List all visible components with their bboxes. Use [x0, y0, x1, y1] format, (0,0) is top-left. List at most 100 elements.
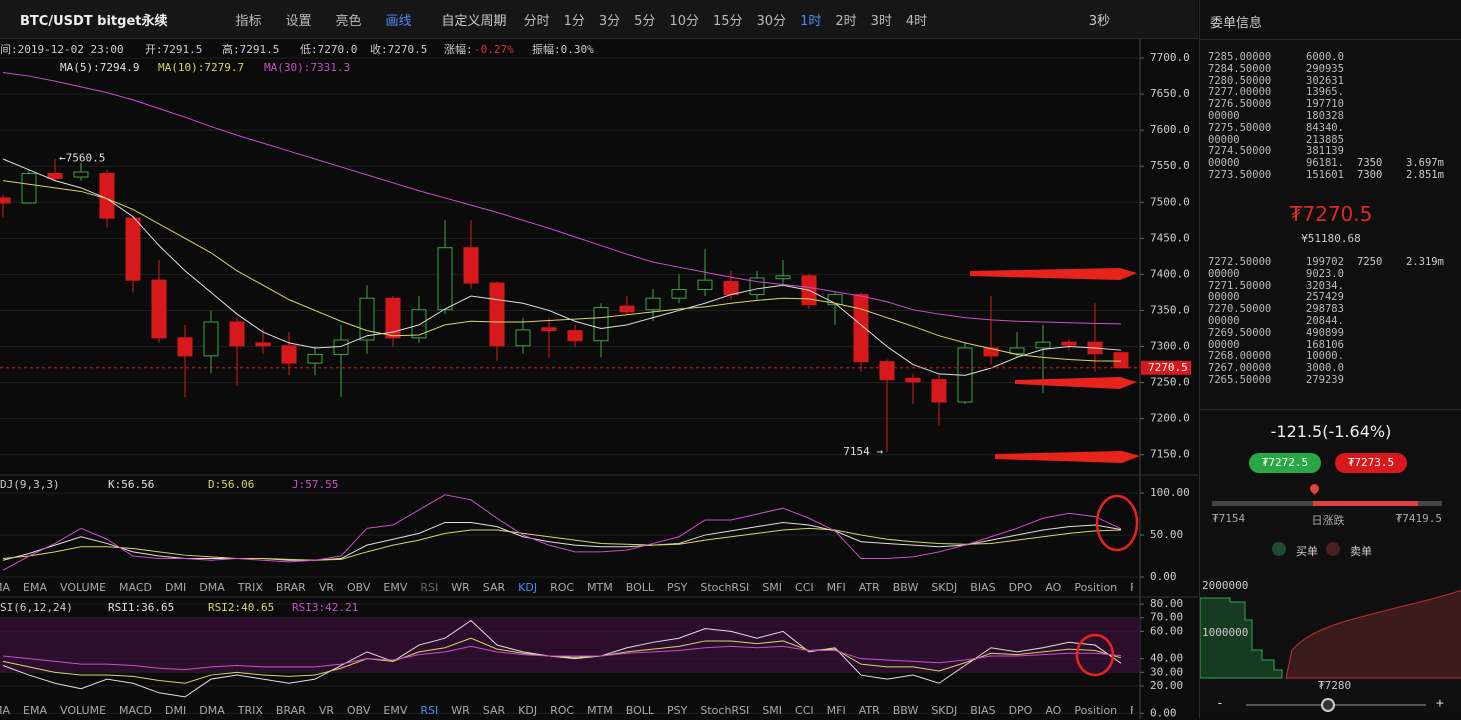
indicator-tab[interactable]: BIAS	[970, 704, 996, 717]
indicator-tab[interactable]: SAR	[482, 704, 506, 717]
zoom-handle[interactable]	[1321, 698, 1335, 712]
indicator-tab[interactable]: BOLL	[625, 704, 655, 717]
indicator-tab[interactable]: MFI	[826, 704, 846, 717]
indicator-tab[interactable]: StochRSI	[700, 704, 750, 717]
arrow	[995, 451, 1140, 463]
indicator-tab[interactable]: EMA	[23, 704, 47, 717]
sell-button[interactable]: ₮7273.5	[1335, 453, 1407, 473]
indicator-tab[interactable]: ROC	[550, 704, 575, 717]
period[interactable]: 15分	[712, 13, 743, 29]
y-tick-label: 0.00	[1150, 570, 1177, 583]
period[interactable]: 3时	[870, 13, 892, 29]
indicator-tab[interactable]: DMI	[165, 581, 187, 594]
indicator-tab[interactable]: SMI	[762, 704, 783, 717]
tool[interactable]: 亮色	[335, 13, 362, 29]
indicator-tab[interactable]: SMI	[762, 581, 783, 594]
indicator-tab[interactable]: DPO	[1008, 581, 1033, 594]
period[interactable]: 4时	[905, 13, 928, 29]
indicator-tab[interactable]: AO	[1045, 704, 1062, 717]
refresh[interactable]: 3秒	[1088, 13, 1110, 29]
indicator-tab[interactable]: MACD	[119, 581, 153, 594]
candle-body	[177, 337, 193, 357]
indicator-tab[interactable]: TRIX	[237, 581, 263, 594]
period[interactable]: 3分	[598, 13, 621, 29]
indicator-tab[interactable]: OBV	[347, 581, 371, 594]
indicator-tab[interactable]: Position	[1074, 704, 1118, 717]
indicator-tab[interactable]: VOLUME	[59, 704, 107, 717]
indicator-tab[interactable]: ROC	[550, 581, 575, 594]
indicator-tab[interactable]: EMA	[23, 581, 47, 594]
indicator-tab[interactable]: WR	[451, 704, 470, 717]
indicator-tab[interactable]: DMA	[199, 581, 225, 594]
indicator-tab[interactable]: VOLUME	[59, 581, 107, 594]
indicator-tab[interactable]: BRAR	[275, 581, 306, 594]
period[interactable]: 1时	[800, 13, 822, 29]
ob-cell: 257429	[1306, 291, 1344, 304]
period[interactable]: 30分	[756, 13, 787, 29]
period[interactable]: 10分	[669, 13, 699, 29]
period[interactable]: 分时	[523, 13, 550, 29]
ob-row: 00000 257429	[1208, 291, 1458, 303]
candle-body	[593, 307, 609, 342]
indicator-tab[interactable]: DMA	[199, 704, 225, 717]
indicator-tab[interactable]: VR	[318, 704, 334, 717]
indicator-tab[interactable]: ATR	[858, 704, 880, 717]
period[interactable]: 1分	[563, 13, 585, 29]
indicator-tab[interactable]: RSI	[420, 704, 439, 717]
candle-body	[1035, 341, 1051, 349]
max-label: ←7560.5	[59, 152, 105, 165]
indicator-tab[interactable]: Fundflow	[1130, 704, 1133, 720]
buy-button[interactable]: ₮7272.5	[1249, 453, 1321, 473]
indicator-tab[interactable]: SKDJ	[931, 581, 958, 594]
indicator-tab[interactable]: KDJ	[518, 704, 538, 717]
indicator-tab[interactable]: BIAS	[970, 581, 996, 594]
indicator-tab[interactable]: MA	[0, 581, 11, 594]
indicator-tab[interactable]: PSY	[667, 581, 688, 594]
indicator-tab[interactable]: DPO	[1008, 704, 1033, 717]
indicator-tab[interactable]: KDJ	[518, 581, 538, 594]
indicator-tab[interactable]: MA	[0, 704, 11, 717]
indicator-tab[interactable]: OBV	[347, 704, 371, 717]
indicator-tab[interactable]: WR	[451, 581, 470, 594]
indicator-tab[interactable]: Fundflow	[1130, 581, 1133, 597]
period-menu[interactable]: 自定义周期	[441, 13, 507, 29]
ob-cell: 7270.50000	[1208, 303, 1272, 316]
indicator-tab[interactable]: ATR	[858, 581, 880, 594]
zoom-in[interactable]: +	[1436, 696, 1444, 711]
indicator-tab[interactable]: SAR	[482, 581, 506, 594]
indicator-tab[interactable]: EMV	[383, 704, 408, 717]
zoom-out[interactable]: -	[1216, 696, 1224, 711]
indicator-tab[interactable]: BBW	[892, 581, 919, 594]
ob-row: 00000 9023.0	[1208, 268, 1458, 280]
indicator-tab[interactable]: AO	[1045, 581, 1062, 594]
indicator-tab[interactable]: CCI	[795, 581, 814, 594]
indicator-tab[interactable]: BRAR	[275, 704, 306, 717]
indicator-tab[interactable]: RSI	[420, 581, 439, 594]
indicator-tab[interactable]: DMI	[165, 704, 187, 717]
indicator-tab[interactable]: Position	[1074, 581, 1118, 594]
indicator-tab[interactable]: MFI	[826, 581, 846, 594]
indicator-tab[interactable]: VR	[318, 581, 334, 594]
ob-row: 7271.50000 32034.	[1208, 280, 1458, 292]
indicator-tab[interactable]: MTM	[587, 581, 613, 594]
indicator-tab[interactable]: TRIX	[237, 704, 263, 717]
candle-body	[905, 377, 921, 383]
tool[interactable]: 设置	[285, 13, 312, 29]
indicator-tab[interactable]: MACD	[119, 704, 153, 717]
indicator-tab[interactable]: PSY	[667, 704, 688, 717]
tool[interactable]: 画线	[385, 13, 412, 29]
symbol[interactable]: BTC/USDT bitget永续	[20, 13, 168, 29]
ob-cell: 7265.50000	[1208, 374, 1272, 386]
indicator-tab[interactable]: BOLL	[625, 581, 655, 594]
indicator-tab[interactable]: MTM	[587, 704, 613, 717]
ob-cell: 7277.00000	[1208, 86, 1272, 99]
plot-bg	[0, 38, 1140, 719]
tool[interactable]: 指标	[235, 13, 262, 29]
indicator-tab[interactable]: StochRSI	[700, 581, 750, 594]
indicator-tab[interactable]: CCI	[795, 704, 814, 717]
indicator-tab[interactable]: SKDJ	[931, 704, 958, 717]
indicator-tab[interactable]: EMV	[383, 581, 408, 594]
indicator-tab[interactable]: BBW	[892, 704, 919, 717]
period[interactable]: 5分	[634, 13, 656, 29]
period[interactable]: 2时	[835, 13, 857, 29]
